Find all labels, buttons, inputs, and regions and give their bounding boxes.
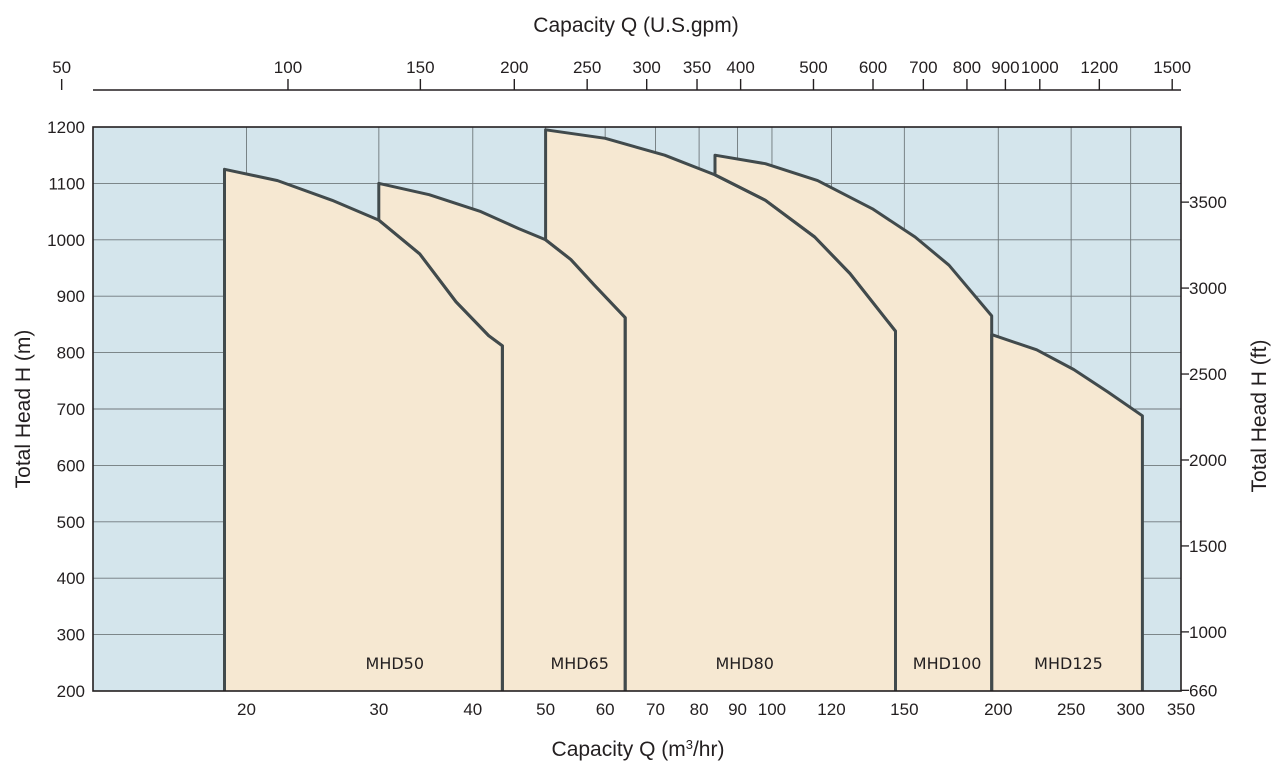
series-label-mhd100: MHD100 [913,654,982,673]
left-axis-title: Total Head H (m) [12,330,35,489]
top-axis-tick-label: 250 [573,58,601,77]
left-axis-tick-label: 300 [57,626,85,645]
left-axis-tick-label: 1200 [47,118,85,137]
top-axis-title: Capacity Q (U.S.gpm) [533,14,738,37]
left-axis-tick-label: 500 [57,513,85,532]
bottom-axis-tick-label: 100 [758,700,786,719]
bottom-axis-tick-label: 50 [536,700,555,719]
region-mhd65 [378,183,626,691]
left-axis-tick-label: 800 [57,344,85,363]
region-mhd50 [224,169,503,692]
bottom-axis-tick-label: 30 [369,700,388,719]
bottom-axis-tick-label: 90 [728,700,747,719]
labels: MHD50 MHD65 MHD80 MHD100 MHD125 [366,654,1103,673]
bottom-axis-title-prefix: Capacity Q (m [552,738,686,761]
left-axis-tick-label: 900 [57,287,85,306]
top-axis-tick-label: 150 [406,58,434,77]
bottom-axis-tick-label: 250 [1057,700,1085,719]
top-axis-tick-label: 600 [859,58,887,77]
bottom-axis-tick-label: 150 [890,700,918,719]
bottom-axis-tick-label: 20 [237,700,256,719]
region-mhd100 [715,155,992,691]
left-axis-tick-label: 400 [57,569,85,588]
region-outline-mhd125 [990,333,1144,691]
axes: 50 100 150 200 250 300 350 400 500 600 700 800 900 10… [47,58,1227,719]
left-axis-tick-label: 1000 [47,231,85,250]
bottom-axis-title-sup: 3 [686,737,693,752]
top-axis-tick-label: 400 [726,58,754,77]
top-axis-tick-label: 700 [909,58,937,77]
bottom-axis-tick-label: 70 [646,700,665,719]
series-label-mhd80: MHD80 [715,654,774,673]
pump-region-outlines [223,128,1144,691]
region-mhd125 [991,334,1143,691]
top-axis-tick-label: 100 [274,58,302,77]
top-axis-tick-label: 1000 [1021,58,1059,77]
right-axis-title: Total Head H (ft) [1248,340,1271,493]
left-axis-tick-label: 600 [57,456,85,475]
top-axis-tick-label: 300 [633,58,661,77]
plot-frame [92,126,1182,692]
bottom-axis-tick-label: 120 [817,700,845,719]
bottom-axis-tick-label: 80 [690,700,709,719]
series-label-mhd65: MHD65 [550,654,609,673]
right-axis-tick-label: 3500 [1189,193,1227,212]
right-axis-tick-label: 1000 [1189,623,1227,642]
top-axis-tick-label: 500 [799,58,827,77]
top-axis-tick-label: 800 [953,58,981,77]
bottom-axis-tick-label: 200 [984,700,1012,719]
top-axis-tick-label: 1200 [1080,58,1118,77]
top-axis-tick-label: 200 [500,58,528,77]
right-axis-tick-label: 2000 [1189,451,1227,470]
left-axis-tick-label: 1100 [48,174,85,193]
region-mhd80 [545,129,896,692]
top-axis-tick-label: 350 [683,58,711,77]
series-label-mhd125: MHD125 [1034,654,1103,673]
left-axis-tick-label: 700 [57,400,85,419]
right-axis-tick-label: 3000 [1189,279,1227,298]
pump-regions [224,129,1143,692]
top-axis-tick-label: 50 [52,58,71,77]
top-axis-tick-label: 1500 [1153,58,1191,77]
bottom-axis-tick-label: 300 [1116,700,1144,719]
right-axis-tick-label: 660 [1189,681,1217,700]
region-outline-mhd100 [713,153,994,691]
right-axis-tick-label: 2500 [1189,365,1227,384]
bottom-axis-title: Capacity Q (m3/hr) [552,737,725,762]
left-axis-tick-label: 200 [57,682,85,701]
top-axis-tick-label: 900 [991,58,1019,77]
bottom-axis-tick-label: 40 [463,700,482,719]
right-axis-tick-label: 1500 [1189,537,1227,556]
bottom-axis-tick-label: 350 [1167,700,1195,719]
bottom-axis-title-suffix: /hr) [693,738,725,761]
bottom-axis-tick-label: 60 [596,700,615,719]
series-label-mhd50: MHD50 [366,654,425,673]
